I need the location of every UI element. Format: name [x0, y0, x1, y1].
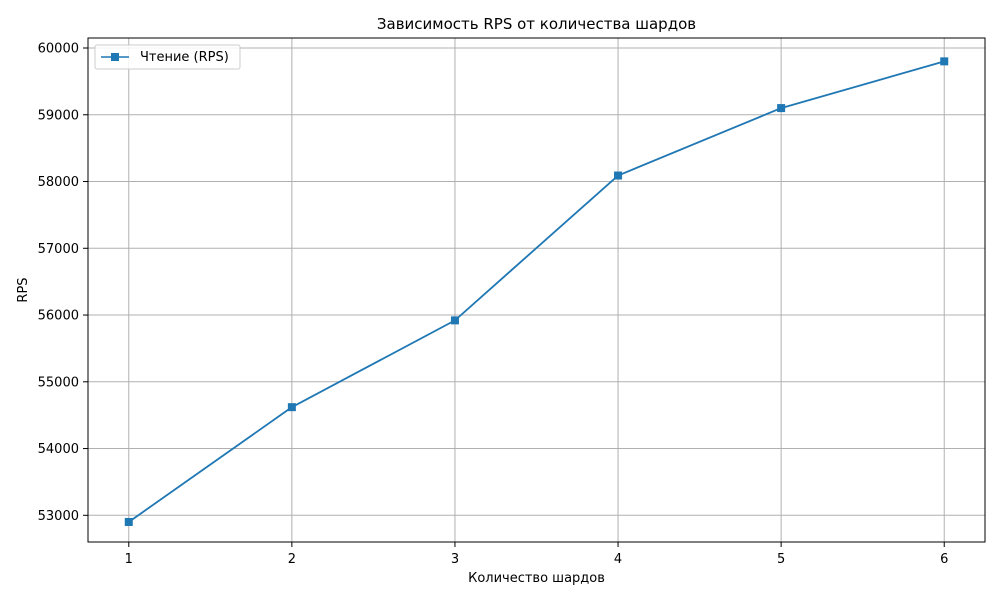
legend-box: [94, 44, 241, 70]
x-axis-label: Количество шардов: [468, 571, 605, 586]
data-point-marker: [614, 171, 623, 180]
x-tick-label: 2: [288, 552, 296, 567]
x-tick-label: 5: [777, 552, 785, 567]
x-tick-label: 1: [125, 552, 133, 567]
legend: Чтение (RPS): [94, 44, 241, 70]
grid-layer: [88, 38, 985, 542]
data-point-marker: [450, 316, 459, 325]
data-point-marker: [940, 57, 949, 66]
x-tick-label: 6: [940, 552, 948, 567]
x-tick-label: 4: [614, 552, 622, 567]
y-tick-label: 59000: [38, 108, 79, 123]
y-tick-label: 58000: [38, 175, 79, 190]
data-point-marker: [777, 104, 786, 113]
y-tick-label: 53000: [38, 509, 79, 524]
series-layer: [124, 57, 949, 526]
plot-frame: [87, 37, 986, 543]
data-point-marker: [124, 517, 133, 526]
y-tick-label: 57000: [38, 242, 79, 257]
legend-label: Чтение (RPS): [140, 50, 229, 65]
y-axis-label: RPS: [16, 277, 31, 302]
y-tick-label: 60000: [38, 42, 79, 57]
chart-title: Зависимость RPS от количества шардов: [377, 15, 696, 33]
ticks-layer: 1 2 3 4 5 6 53000 54000 55000 56000 57000 58000 5900…: [38, 42, 949, 567]
series-line: [127, 60, 946, 523]
x-tick-label: 3: [451, 552, 459, 567]
data-point-marker: [287, 403, 296, 412]
y-tick-label: 56000: [38, 309, 79, 324]
y-tick-label: 54000: [38, 442, 79, 457]
y-tick-label: 55000: [38, 375, 79, 390]
legend-marker-swatch: [111, 53, 119, 61]
